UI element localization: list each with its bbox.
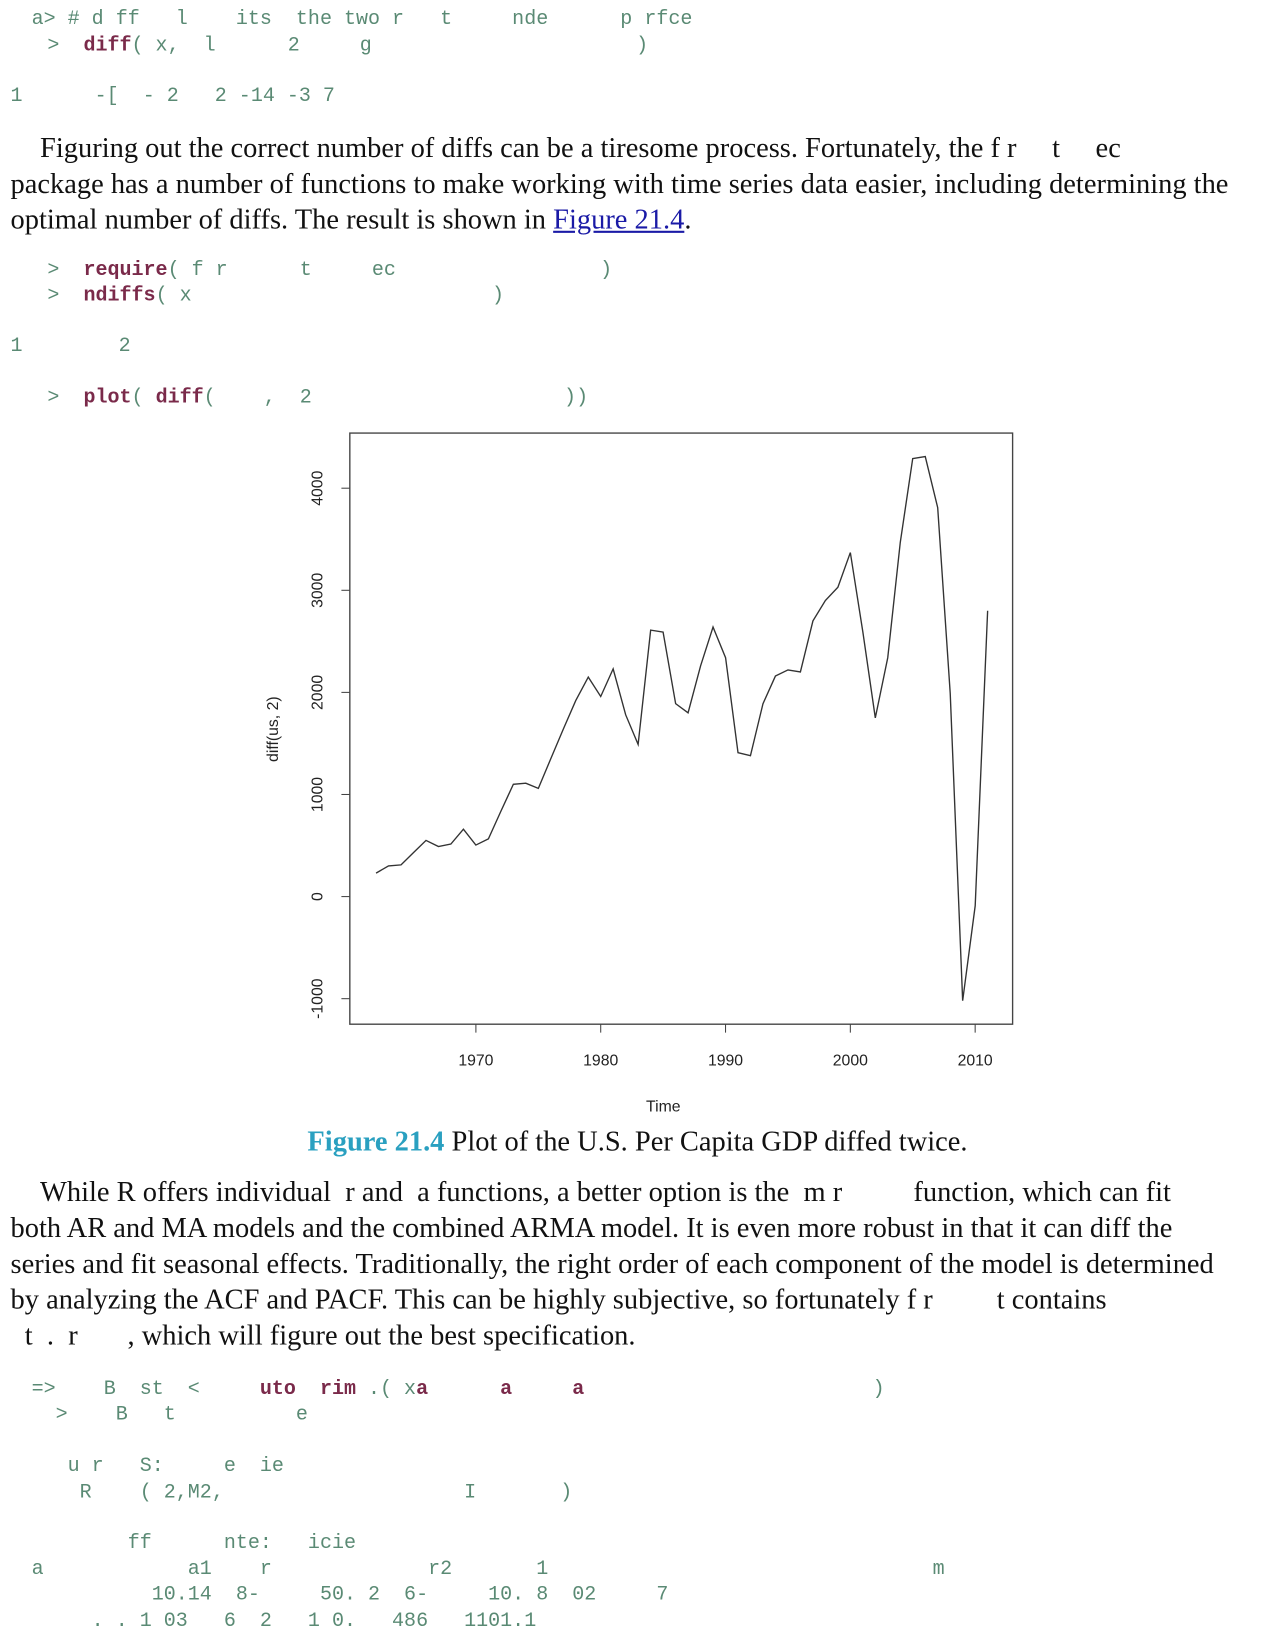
- code-output: 1 2: [10, 334, 131, 358]
- text-run: optimal number of diffs. The result is s…: [10, 203, 554, 235]
- paragraph-line: While R offers individual r and a functi…: [40, 1178, 1171, 1206]
- text-run: by analyzing the ACF and PACF. This can …: [10, 1283, 1107, 1316]
- keyword: require: [83, 258, 168, 282]
- text-run: >: [47, 258, 84, 282]
- text-run: >: [47, 283, 84, 307]
- text-run: package has a number of functions to mak…: [10, 167, 1229, 200]
- text-run: ( x, l 2 g ): [131, 33, 649, 57]
- paragraph-line: by analyzing the ACF and PACF. This can …: [10, 1283, 1107, 1316]
- text-run: .( x: [356, 1377, 417, 1401]
- keyword: uto rim: [259, 1377, 357, 1401]
- x-axis-label: Time: [646, 1099, 681, 1116]
- figure-link[interactable]: Figure 21.4: [553, 203, 685, 235]
- code-line: u r S: e ie: [32, 1456, 284, 1476]
- text-run: . . 1 03 6 2 1 0. 486 1101.1: [31, 1608, 537, 1632]
- y-axis-label: diff(us, 2): [265, 696, 282, 762]
- code-line: R ( 2,M2, I ): [32, 1482, 573, 1502]
- y-tick-label: -1000: [309, 978, 326, 1019]
- y-tick-label: 2000: [309, 675, 326, 710]
- text-run: ): [584, 1377, 885, 1401]
- text-run: >: [47, 385, 84, 409]
- paragraph-line: optimal number of diffs. The result is s…: [11, 205, 692, 233]
- text-run: While R offers individual r and a functi…: [40, 1175, 1171, 1208]
- plot-frame: [349, 432, 1014, 1025]
- text-run: a a1 r r2 1 m: [31, 1557, 945, 1581]
- paragraph-line: t . r , which will figure out the best s…: [11, 1321, 636, 1349]
- y-tick-label: 0: [309, 892, 326, 901]
- x-tick-label: 1970: [458, 1052, 493, 1069]
- code-line: a a1 r r2 1 m: [32, 1559, 945, 1579]
- caption-label: Figure 21.4: [307, 1125, 445, 1157]
- code-line: > diff( x, l 2 g ): [47, 33, 649, 57]
- code-line: > B t e: [31, 1402, 308, 1427]
- code-line: 10.14 8- 50. 2 6- 10. 8 02 7: [31, 1582, 669, 1607]
- code-line: . . 1 03 6 2 1 0. 486 1101.1: [31, 1608, 537, 1632]
- text-run: u r S: e ie: [31, 1454, 284, 1478]
- keyword: diff: [83, 33, 132, 57]
- text-run: a> # d ff l its the two r t nde p rfce: [31, 7, 693, 31]
- code-line: a> # d ff l its the two r t nde p rfce: [32, 9, 693, 29]
- keyword: plot: [83, 385, 132, 409]
- paragraph-line: series and fit seasonal effects. Traditi…: [10, 1247, 1214, 1280]
- y-tick-label: 1000: [309, 777, 326, 812]
- caption-text: Plot of the U.S. Per Capita GDP diffed t…: [444, 1125, 968, 1157]
- text-run: both AR and MA models and the combined A…: [10, 1211, 1173, 1244]
- code-line: > require( f r t ec ): [47, 260, 612, 280]
- text-run: => B st <: [31, 1377, 260, 1401]
- code-line: > plot( diff( , 2 )): [47, 385, 589, 409]
- code-line: > ndiffs( x ): [47, 283, 504, 307]
- text-run: Figuring out the correct number of diffs…: [40, 131, 1121, 164]
- text-run: ( , 2 )): [203, 385, 589, 409]
- x-tick-label: 1980: [583, 1052, 618, 1069]
- y-tick-label: 4000: [309, 470, 326, 505]
- text-run: t . r , which will figure out the best s…: [10, 1319, 636, 1351]
- keyword: a a a: [416, 1377, 585, 1401]
- y-tick-label: 3000: [309, 573, 326, 608]
- x-tick-label: 2000: [833, 1052, 868, 1069]
- x-tick-label: 1990: [708, 1052, 743, 1069]
- code-line: ff nte: icie: [31, 1531, 357, 1555]
- text-run: >: [47, 33, 84, 57]
- data-line: [375, 455, 989, 1001]
- text-run: R ( 2,M2, I ): [31, 1480, 573, 1504]
- text-run: ff nte: icie: [31, 1531, 357, 1555]
- text-run: .: [684, 203, 692, 235]
- text-run: 10.14 8- 50. 2 6- 10. 8 02 7: [31, 1582, 669, 1607]
- paragraph-line: both AR and MA models and the combined A…: [10, 1211, 1173, 1244]
- text-run: ( f r t ec ): [167, 258, 613, 282]
- paragraph-line: package has a number of functions to mak…: [10, 167, 1229, 200]
- figure-caption: Figure 21.4 Plot of the U.S. Per Capita …: [0, 1127, 1275, 1155]
- text-run: series and fit seasonal effects. Traditi…: [10, 1247, 1214, 1280]
- code-line: => B st < uto rim .( xa a a ): [32, 1379, 885, 1399]
- text-run: ( x ): [155, 283, 504, 307]
- keyword: diff: [155, 385, 204, 409]
- text-run: (: [131, 385, 156, 409]
- code-output: 1 -[ - 2 2 -14 -3 7: [10, 84, 335, 108]
- x-tick-label: 2010: [958, 1052, 993, 1069]
- keyword: ndiffs: [83, 283, 156, 307]
- paragraph-line: Figuring out the correct number of diffs…: [40, 131, 1121, 164]
- text-run: > B t e: [31, 1402, 308, 1427]
